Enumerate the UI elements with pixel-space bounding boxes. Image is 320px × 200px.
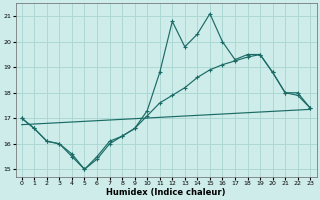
- X-axis label: Humidex (Indice chaleur): Humidex (Indice chaleur): [106, 188, 226, 197]
